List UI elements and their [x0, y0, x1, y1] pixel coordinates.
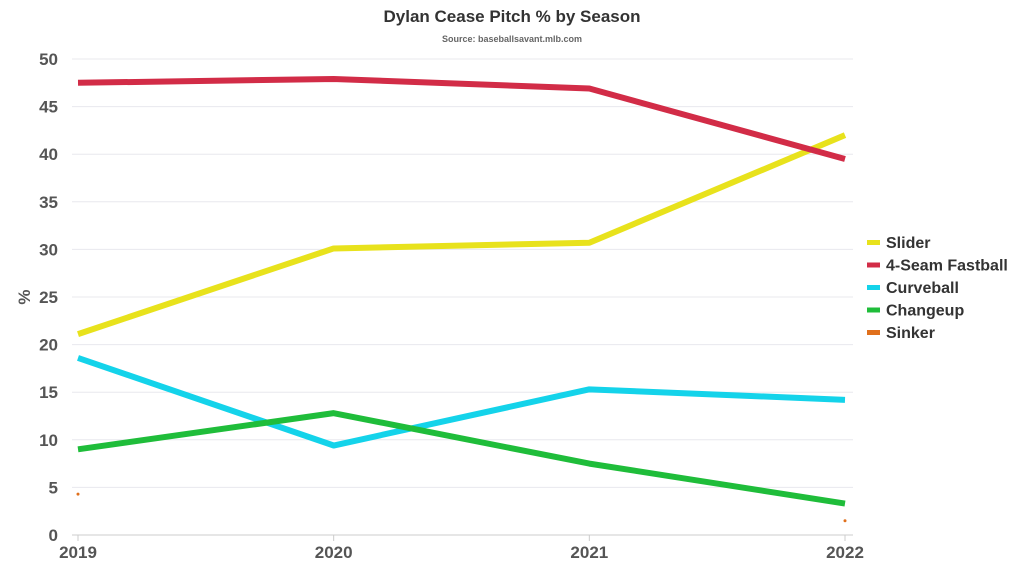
- x-tick-label: 2020: [315, 543, 353, 562]
- y-tick-label: 25: [39, 288, 58, 307]
- y-tick-label: 0: [49, 526, 58, 545]
- series-line-4-seam-fastball: [77, 75, 846, 162]
- y-axis-label: %: [15, 289, 34, 304]
- legend-label: Sinker: [886, 325, 935, 342]
- y-tick-label: 45: [39, 98, 58, 117]
- legend-label: 4-Seam Fastball: [886, 258, 1008, 275]
- y-tick-label: 5: [49, 478, 58, 497]
- legend-swatch: [867, 262, 880, 268]
- chart-subtitle: Source: baseballsavant.mlb.com: [441, 34, 583, 44]
- data-point-sinker: [843, 519, 847, 523]
- x-tick-label: 2019: [59, 543, 97, 562]
- legend-swatch: [867, 240, 880, 245]
- data-point-sinker: [76, 492, 80, 496]
- legend-label: Changeup: [886, 303, 964, 320]
- y-tick-label: 15: [39, 383, 58, 402]
- series-line-changeup: [77, 410, 846, 507]
- y-tick-label: 35: [39, 193, 58, 212]
- y-tick-label: 20: [39, 336, 58, 355]
- y-tick-label: 10: [39, 431, 58, 450]
- legend-label: Slider: [886, 235, 930, 252]
- y-tick-label: 40: [39, 145, 58, 164]
- x-tick-label: 2022: [826, 543, 864, 562]
- y-tick-label: 30: [39, 240, 58, 259]
- series-line-curveball: [77, 355, 846, 449]
- series-line-slider: [77, 132, 847, 337]
- legend-swatch: [867, 285, 880, 290]
- y-tick-label: 50: [39, 50, 58, 69]
- x-tick-label: 2021: [570, 543, 608, 562]
- chart-title: Dylan Cease Pitch % by Season: [383, 7, 641, 26]
- legend-swatch: [867, 330, 880, 335]
- legend-label: Curveball: [886, 280, 959, 297]
- legend-swatch: [867, 307, 880, 313]
